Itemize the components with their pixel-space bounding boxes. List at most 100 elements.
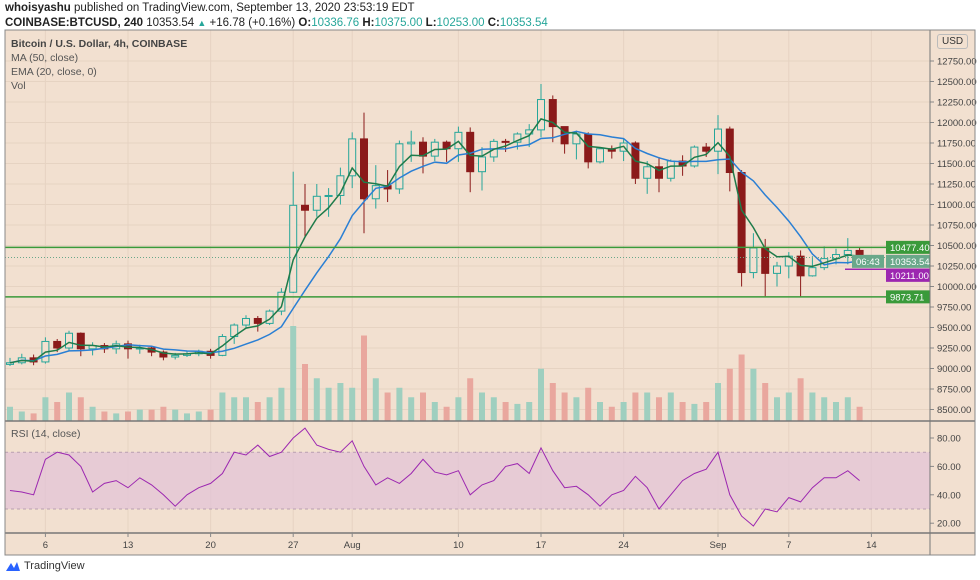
volume-bar	[313, 378, 320, 421]
close-label: C:	[487, 17, 500, 29]
volume-bar	[113, 413, 120, 421]
volume-bar	[172, 409, 179, 421]
volume-bar	[443, 406, 450, 421]
volume-bar	[148, 409, 155, 421]
candle	[749, 247, 758, 274]
candle	[843, 249, 852, 256]
legend-rsi[interactable]: RSI (14, close)	[11, 428, 81, 440]
candle	[348, 138, 357, 177]
legend-ma[interactable]: MA (50, close)	[11, 52, 79, 64]
publish-text: published on TradingView.com, September …	[74, 2, 415, 14]
volume-bar	[561, 392, 568, 421]
volume-bar	[679, 402, 686, 421]
x-tick-label: Sep	[710, 540, 727, 551]
volume-bar	[549, 383, 556, 421]
volume-bar	[54, 402, 61, 421]
candle	[265, 310, 274, 324]
volume-bar	[750, 368, 757, 421]
volume-bar	[479, 392, 485, 421]
volume-bar	[597, 402, 603, 421]
candle	[702, 146, 711, 152]
high-label: H:	[362, 17, 375, 29]
candle	[773, 265, 781, 274]
tradingview-logo[interactable]: TradingView	[5, 560, 85, 572]
volume-bar	[833, 402, 839, 421]
volume-bar	[608, 406, 615, 421]
volume-bar	[467, 378, 474, 421]
y-tick-label: 11750.00	[937, 139, 976, 150]
tradingview-logo-icon	[6, 562, 20, 571]
volume-bar	[856, 406, 863, 421]
candle	[407, 141, 416, 145]
candle	[253, 317, 262, 324]
y-tick-label: 12250.00	[937, 98, 977, 109]
candle	[312, 195, 321, 211]
price-label-box	[886, 268, 930, 282]
price-label-box	[886, 240, 930, 254]
candle	[53, 340, 62, 349]
candle	[301, 204, 309, 211]
candle	[289, 204, 298, 293]
candle	[277, 291, 286, 312]
volume-bar	[349, 387, 356, 421]
candle	[537, 99, 545, 131]
volume-bar	[632, 392, 639, 421]
author[interactable]: whoisyashu	[5, 2, 71, 14]
volume-bar	[809, 392, 816, 421]
x-tick-label: 6	[43, 540, 48, 551]
y-tick-label: 12750.00	[937, 57, 977, 68]
x-tick-label: 17	[536, 540, 547, 551]
volume-bar	[821, 397, 828, 421]
volume-bar	[844, 397, 851, 421]
volume-bar	[526, 402, 533, 421]
legend-ema[interactable]: EMA (20, close, 0)	[11, 66, 97, 78]
volume-bar	[302, 364, 308, 421]
open-value: 10336.76	[311, 17, 360, 29]
candle	[643, 166, 652, 179]
legend-vol[interactable]: Vol	[11, 80, 26, 92]
y-tick-label: 8500.00	[937, 405, 971, 416]
volume-bar	[266, 397, 273, 421]
y-tick-label: 12000.00	[937, 118, 977, 129]
volume-bar	[408, 397, 415, 421]
volume-bar	[514, 403, 521, 421]
volume-bar	[762, 383, 769, 421]
candle	[242, 317, 250, 326]
y-tick-label: 11250.00	[937, 180, 976, 191]
price-label: 10211.00	[890, 271, 929, 282]
volume-bar	[738, 354, 745, 421]
high-value: 10375.00	[374, 17, 423, 29]
candle	[666, 160, 675, 179]
y-tick-label: 10750.00	[937, 221, 977, 232]
publish-info: whoisyashu published on TradingView.com,…	[5, 2, 415, 14]
volume-bar	[231, 397, 238, 421]
volume-bar	[703, 402, 710, 421]
volume-bar	[101, 411, 108, 421]
volume-bar	[396, 387, 403, 421]
x-tick-label: 20	[205, 540, 216, 551]
volume-bar	[372, 378, 379, 421]
rsi-line	[9, 427, 860, 527]
candle	[65, 332, 73, 349]
candle	[596, 148, 604, 163]
volume-bar	[420, 392, 426, 421]
rsi-tick-label: 80.00	[937, 434, 961, 445]
x-tick-label: 27	[288, 540, 299, 551]
chart-border	[4, 29, 976, 556]
candle	[737, 172, 746, 274]
price-label: 10353.54	[890, 257, 930, 268]
volume-bar	[136, 409, 143, 421]
y-tick-label: 9250.00	[937, 344, 971, 355]
low-value: 10253.00	[436, 17, 485, 29]
rsi-tick-label: 60.00	[937, 462, 961, 473]
candle	[76, 332, 85, 350]
volume-bar	[7, 406, 13, 421]
price-label-box	[886, 254, 930, 268]
x-tick-label: 24	[618, 540, 629, 551]
price-label: 9873.71	[890, 292, 924, 303]
volume-bar	[160, 406, 167, 421]
y-tick-label: 12500.00	[937, 77, 977, 88]
volume-bar	[644, 392, 651, 421]
currency-button[interactable]: USD	[937, 34, 969, 49]
